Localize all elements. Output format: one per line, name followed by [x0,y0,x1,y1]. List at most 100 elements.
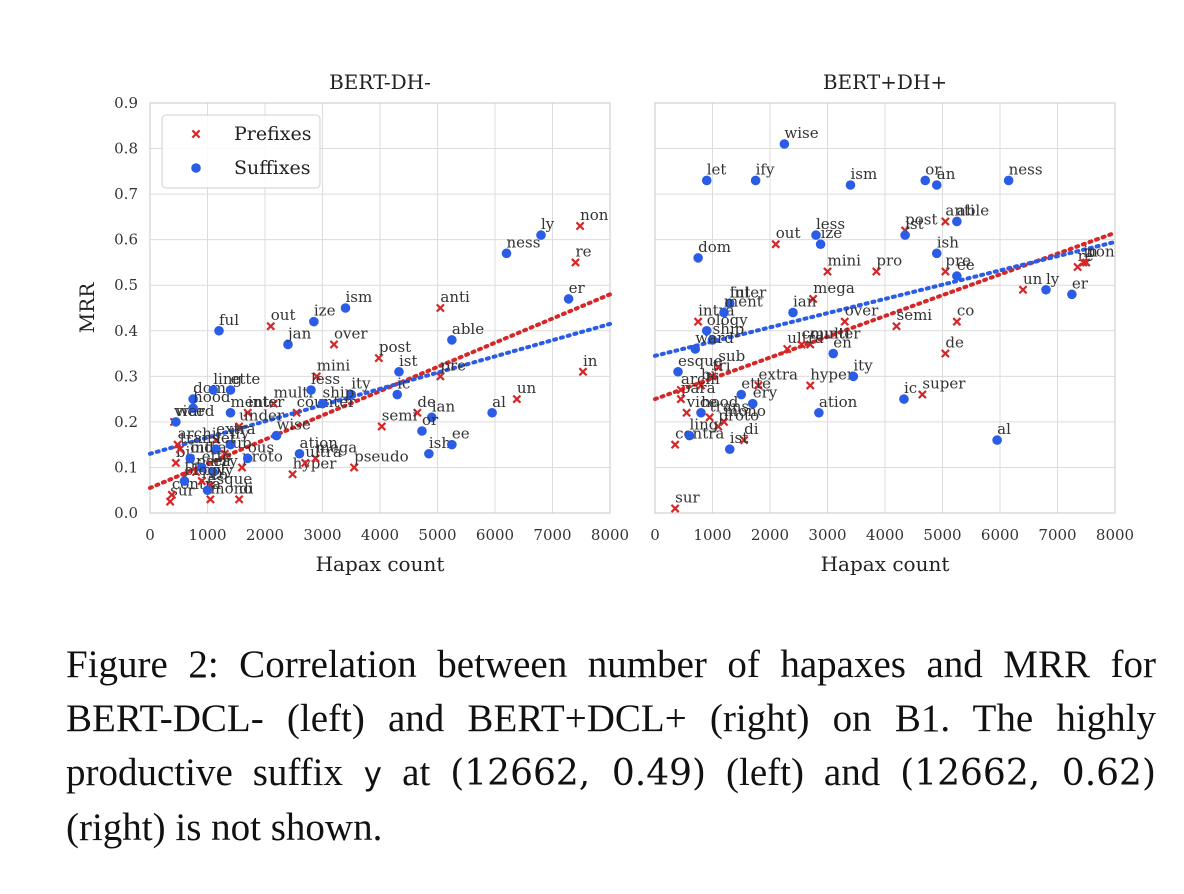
prefix-point [940,217,950,226]
prefix-point [823,267,832,276]
prefix-point [676,394,686,404]
y-tick-label: 0.6 [114,231,138,249]
prefix-point [311,453,320,463]
suffix-point [920,175,931,186]
suffix-point [225,385,236,395]
y-tick-label: 0.4 [114,322,138,340]
legend: Prefixes Suffixes [161,114,321,189]
point-label: re [576,242,592,260]
y-tick-label: 0.0 [114,504,138,522]
left-panel: 0 1000 2000 3000 4000 5000 6000 7000 8000 0.0 0.1 0… [75,70,629,576]
point-label: ize [821,224,843,242]
point-label: di [239,479,254,497]
prefix-point [940,349,950,358]
y-tick-label: 0.5 [114,276,138,294]
x-tick-label: 1000 [693,526,731,544]
suffix-point [487,407,497,418]
point-label: non [1086,242,1115,260]
prefix-point [917,390,927,399]
point-label: non [580,206,609,224]
point-label: proto [242,447,283,465]
point-label: esque [678,352,723,370]
suffix-point [701,175,712,186]
suffix-point [690,344,701,354]
suffix-point [814,407,824,418]
chart-title: BERT+DH+ [823,70,947,94]
suffix-point [426,412,437,423]
point-label: ness [507,233,541,251]
suffix-point [845,180,856,190]
prefix-point [1018,285,1028,295]
point-label: un [517,379,537,397]
point-label: let [216,429,236,447]
x-tick-label: 3000 [303,526,341,544]
prefix-point [670,440,680,450]
legend-suffixes-label: Suffixes [234,157,311,179]
suffix-point [417,426,427,436]
point-label: multi [274,384,314,402]
legend-box [161,114,321,189]
x-tick-label: 7000 [533,526,571,544]
point-label: sur [675,488,700,506]
prefix-point [234,422,244,431]
legend-suffix-marker [191,163,201,173]
suffix-point [188,394,198,404]
suffix-point [242,453,253,464]
point-label: ology [707,311,748,329]
prefix-point [243,408,253,418]
figure: 0 1000 2000 3000 4000 5000 6000 7000 8000 0.0 0.1 0… [75,70,1134,576]
point-label: anti [440,288,470,306]
prefix-point [739,435,749,445]
point-label: ish [937,233,959,251]
point-label: mini [317,356,351,374]
point-label: or [925,160,942,178]
point-label: counter [802,324,862,342]
plot-frame [654,102,1116,514]
suffix-point [196,462,207,473]
point-label: ist [905,215,924,233]
prefix-point [782,344,792,354]
caption-text-4: (right) is not shown. [66,806,383,849]
suffix-point [202,485,213,496]
suffix-point [188,403,198,414]
prefix-point [173,440,182,450]
point-label: less [816,215,845,233]
prefix-point [693,317,703,327]
x-tick-label: 4000 [361,526,399,544]
prefix-point [171,458,181,468]
suffix-point [736,389,747,400]
prefix-point [771,239,781,249]
suffix-point [900,230,910,240]
suffix-point [788,307,798,318]
point-label: ultra [787,329,824,347]
point-label: in [583,352,598,370]
suffix-point [750,175,761,186]
y-tick-label: 0.8 [114,140,138,158]
prefix-point [754,381,763,390]
prefix-point [412,408,422,418]
suffix-point [225,439,236,450]
x-tick-label: 0 [650,526,660,544]
x-tick-label: 0 [145,526,155,544]
prefix-point [374,353,384,363]
point-label: pre [440,356,466,374]
point-label: ity [351,375,371,393]
point-label: ling [213,370,242,388]
point-label: semi [382,406,418,424]
prefix-point [713,422,723,431]
x-tick-label: 1000 [188,526,226,544]
suffix-point [684,430,695,441]
point-label: jan [286,324,312,342]
legend-prefix-marker [191,129,201,139]
point-label: ment [231,393,270,411]
caption-coord-right: (12662, 0.62) [900,753,1156,794]
suffix-point [931,248,942,259]
point-label: ship [713,320,745,338]
point-label: ward [695,329,734,347]
suffix-point [283,339,293,350]
x-tick-label: 5000 [923,526,961,544]
point-label: ly [541,215,555,233]
caption-text-1: Figure 2: Correlation between number of … [66,643,1156,794]
suffix-point [724,444,735,455]
prefix-point [512,394,522,404]
